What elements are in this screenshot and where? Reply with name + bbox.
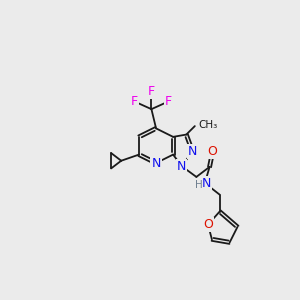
Text: O: O <box>208 145 218 158</box>
Text: F: F <box>148 85 155 98</box>
Text: CH₃: CH₃ <box>198 119 217 130</box>
Text: F: F <box>165 95 172 108</box>
Text: H: H <box>195 180 203 190</box>
Text: F: F <box>131 95 138 108</box>
Text: N: N <box>152 157 161 169</box>
Text: N: N <box>177 160 186 172</box>
Text: N: N <box>188 145 197 158</box>
Text: N: N <box>202 177 211 190</box>
Text: O: O <box>203 218 213 231</box>
